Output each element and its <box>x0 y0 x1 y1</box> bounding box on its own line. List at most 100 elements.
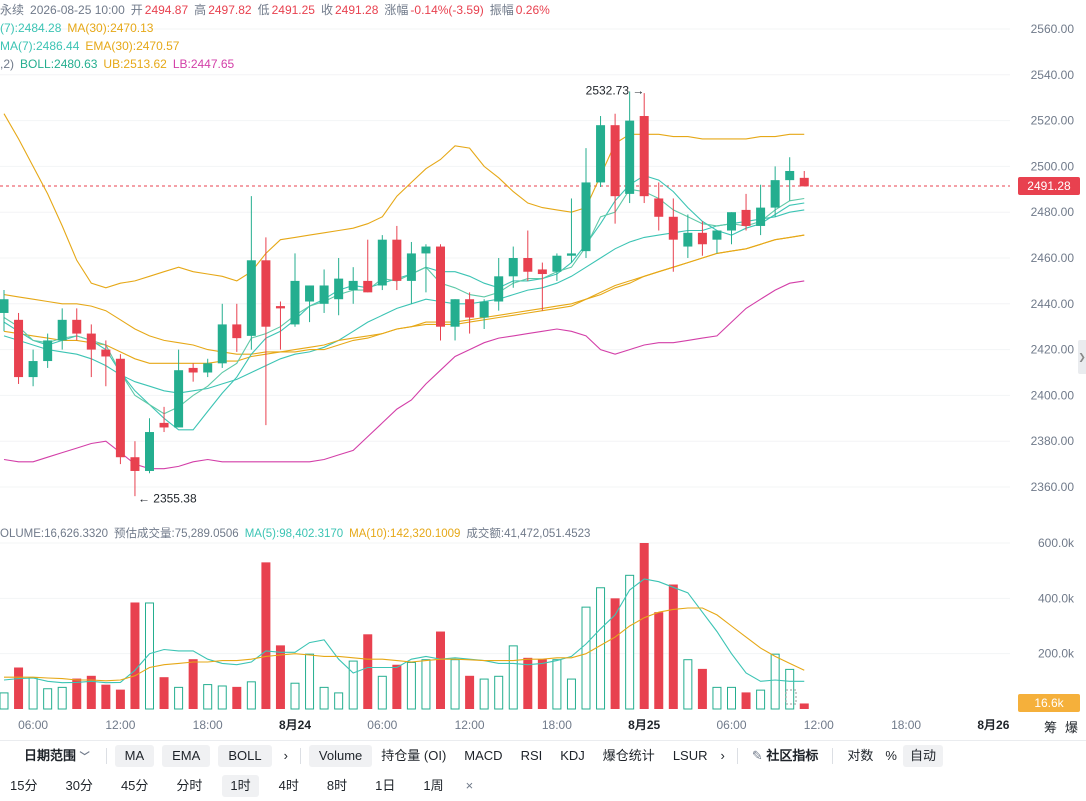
volume-bar <box>334 692 344 710</box>
time-tick-label: 8月25 <box>628 718 660 732</box>
chevron-right-icon[interactable]: › <box>720 747 725 763</box>
volume-bar <box>392 664 402 709</box>
price-tick-label: 2560.00 <box>1031 22 1075 36</box>
overlay-ema-button[interactable]: EMA <box>162 744 211 767</box>
indicator-kdj-button[interactable]: KDJ <box>560 747 585 763</box>
low-value: 2491.25 <box>271 3 315 17</box>
candle-body <box>0 299 9 313</box>
estimated-volume: 预估成交量:75,289.0506 <box>114 528 239 540</box>
overlay-ma-button[interactable]: MA <box>114 744 155 767</box>
candle-body <box>610 125 620 197</box>
boll-upper-line <box>3 113 805 289</box>
ma-indicator-row[interactable]: (7):2484.28 MA(30):2470.13 <box>0 19 159 37</box>
ma30-value: MA(30):2470.13 <box>67 21 154 35</box>
volume-bar <box>348 660 358 710</box>
ema30-line <box>3 234 805 364</box>
liquidation-button[interactable]: 爆 <box>1065 720 1079 735</box>
turnover-value: 成交额:41,472,051.4523 <box>466 528 591 540</box>
chevron-down-icon: ﹀ <box>79 751 90 763</box>
volume-bar <box>188 659 198 709</box>
interval-1h[interactable]: 1时 <box>222 774 259 797</box>
chip-distribution-button[interactable]: 筹 <box>1044 720 1058 735</box>
divider <box>299 747 301 764</box>
interval-15m[interactable]: 15分 <box>10 777 38 793</box>
candle-body <box>785 170 795 181</box>
interval-4h[interactable]: 4时 <box>278 777 299 793</box>
ema-indicator-row[interactable]: MA(7):2486.44 EMA(30):2470.57 <box>0 37 185 55</box>
interval-8h[interactable]: 8时 <box>326 777 348 793</box>
candle-body <box>421 246 431 254</box>
volume-bar <box>799 703 809 709</box>
indicator-liquidation-button[interactable]: 爆仓统计 <box>602 747 655 763</box>
candle-body <box>581 182 591 252</box>
volume-bar <box>57 686 67 710</box>
candle-body <box>101 349 111 357</box>
volume-indicator-row[interactable]: OLUME:16,626.3320 预估成交量:75,289.0506 MA(5):… <box>0 525 596 543</box>
indicator-macd-button[interactable]: MACD <box>464 747 503 763</box>
overlay-boll-button[interactable]: BOLL <box>218 744 272 767</box>
volume-bar <box>377 675 387 710</box>
volume-bar <box>450 659 460 710</box>
interval-toolbar: 15分 30分 45分 分时 1时 4时 8时 1日 1周 × <box>0 770 1086 801</box>
volume-bar <box>305 653 315 710</box>
volume-tick-label: 400.0k <box>1038 591 1075 605</box>
volume-bar <box>72 678 82 709</box>
auto-scale-button[interactable]: 自动 <box>902 744 943 767</box>
candle-body <box>305 285 315 302</box>
boll-indicator-row[interactable]: ,2) BOLL:2480.63 UB:2513.62 LB:2447.65 <box>0 55 240 73</box>
interval-30m[interactable]: 30分 <box>65 777 93 793</box>
volume-bar <box>756 689 766 710</box>
candle-body <box>43 340 53 362</box>
log-scale-button[interactable]: 对数 <box>847 747 874 763</box>
candle-body <box>72 319 82 334</box>
volume-tick-label: 600.0k <box>1038 536 1075 550</box>
candle-body <box>14 319 24 378</box>
volume-value: OLUME:16,626.3320 <box>0 528 109 540</box>
date-range-button[interactable]: 日期范围 ﹀ <box>16 745 98 767</box>
candle-date: 2026-08-25 10:00 <box>30 3 125 17</box>
community-indicators-button[interactable]: ✎ 社区指标 <box>746 745 825 767</box>
time-tick-label: 18:00 <box>193 718 223 732</box>
price-axis: 2560.00 2540.00 2520.00 2500.00 2480.00 2460.… <box>1031 22 1075 494</box>
volume-ma10-line <box>4 607 805 682</box>
candle-body <box>261 260 271 327</box>
candle-body <box>348 280 358 291</box>
candle-body <box>246 260 256 336</box>
indicator-lsur-button[interactable]: LSUR <box>672 747 708 763</box>
volume-bar <box>537 659 547 709</box>
open-value: 2494.87 <box>144 3 189 17</box>
volume-bar <box>421 659 431 710</box>
volume-bar <box>406 661 416 710</box>
volume-bar <box>785 668 795 710</box>
time-tick-label: 18:00 <box>891 718 921 732</box>
interval-45m[interactable]: 45分 <box>120 777 149 793</box>
amplitude-label: 振幅 <box>489 3 514 17</box>
candle-body <box>392 239 402 281</box>
candle-body <box>203 363 213 373</box>
chart-canvas[interactable]: 2560.00 2540.00 2520.00 2500.00 2480.00 2460.… <box>0 0 1086 740</box>
volume-ma5-line <box>3 578 805 684</box>
chevron-right-icon[interactable]: › <box>283 747 288 763</box>
interval-1w[interactable]: 1周 <box>423 777 444 793</box>
volume-bar <box>43 688 53 710</box>
interval-1d[interactable]: 1日 <box>375 777 396 793</box>
volume-ma5: MA(5):98,402.3170 <box>244 528 344 540</box>
chevron-right-icon[interactable]: ❯ <box>1078 340 1086 374</box>
extreme-annotations: 2532.73 → ← 2355.38 <box>138 83 644 505</box>
candle-body <box>697 232 707 245</box>
indicator-rsi-button[interactable]: RSI <box>520 747 543 763</box>
contract-type: 永续 <box>0 3 25 17</box>
candle-body <box>130 457 140 471</box>
indicator-volume-button[interactable]: Volume <box>308 744 373 767</box>
interval-timeshare[interactable]: 分时 <box>176 777 203 793</box>
volume-ma10: MA(10):142,320.1009 <box>349 528 461 540</box>
price-tick-label: 2500.00 <box>1031 159 1075 173</box>
close-icon[interactable]: × <box>465 777 474 793</box>
volume-bar <box>741 692 751 709</box>
percent-scale-button[interactable]: % <box>885 747 897 763</box>
candle-body <box>363 280 373 293</box>
volume-bar <box>494 675 504 710</box>
price-tick-label: 2380.00 <box>1031 434 1075 448</box>
indicator-oi-button[interactable]: 持仓量 (OI) <box>381 747 447 763</box>
candle-body <box>232 324 242 339</box>
